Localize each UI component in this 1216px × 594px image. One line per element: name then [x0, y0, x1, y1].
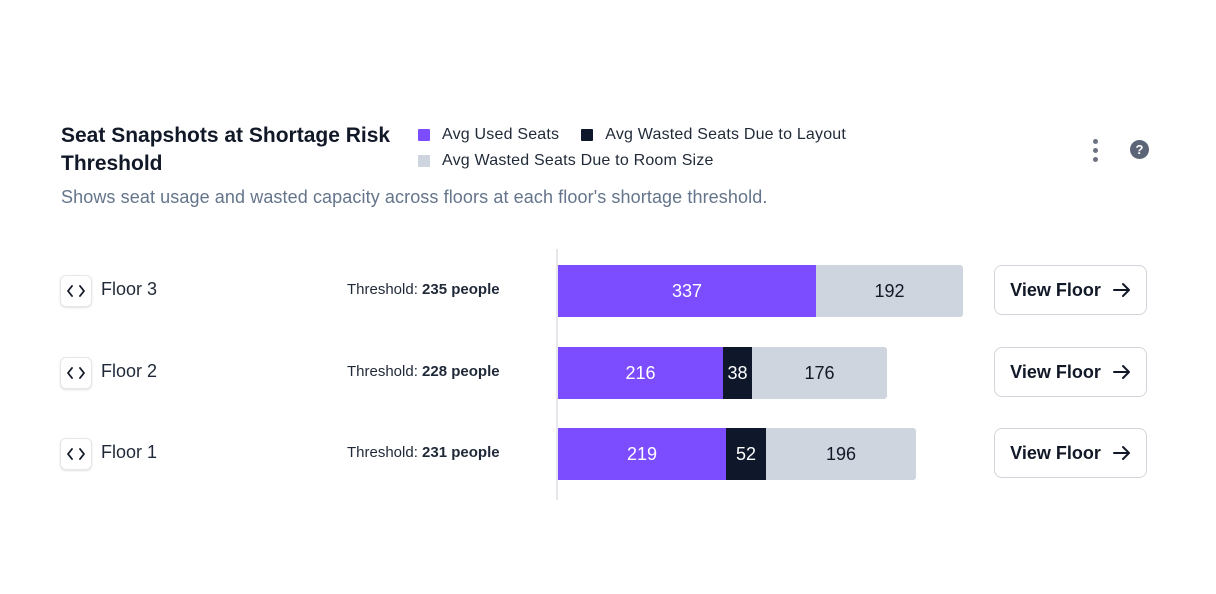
help-glyph: ?: [1135, 142, 1144, 157]
view-floor-label: View Floor: [1010, 279, 1101, 300]
legend-item-used: Avg Used Seats: [418, 126, 559, 144]
floor-row: Floor 1 Threshold: 231 people 219 52 196 View…: [0, 428, 1216, 480]
chart-title: Seat Snapshots at Shortage Risk Threshol…: [61, 124, 391, 175]
bar-value-label: 192: [874, 280, 905, 301]
view-floor-button[interactable]: View Floor: [994, 347, 1147, 397]
floor-name[interactable]: Floor 2: [101, 361, 158, 381]
threshold-label: Threshold:: [347, 281, 418, 298]
arrow-right-icon: [1112, 445, 1131, 461]
chart-legend: Avg Used Seats Avg Wasted Seats Due to L…: [418, 126, 888, 170]
stacked-bar: 337 192: [558, 265, 963, 317]
stacked-bar: 216 38 176: [558, 347, 887, 399]
floor-row: Floor 3 Threshold: 235 people 337 192 View F…: [0, 265, 1216, 317]
legend-label-layout: Avg Wasted Seats Due to Layout: [605, 126, 847, 143]
chart-subtitle: Shows seat usage and wasted capacity acr…: [61, 187, 768, 207]
bar-value-label: 219: [626, 443, 658, 464]
floor-expand-icon[interactable]: [60, 357, 92, 389]
legend-item-layout: Avg Wasted Seats Due to Layout: [581, 126, 846, 144]
view-floor-button[interactable]: View Floor: [994, 428, 1147, 478]
view-floor-label: View Floor: [1010, 442, 1101, 463]
threshold-text: Threshold: 231 people: [347, 444, 500, 461]
floor-name[interactable]: Floor 3: [101, 279, 158, 299]
bar-segment-used[interactable]: 337: [558, 265, 816, 317]
threshold-text: Threshold: 228 people: [347, 363, 500, 380]
bar-segment-layout[interactable]: 38: [723, 347, 752, 399]
floor-name[interactable]: Floor 1: [101, 442, 158, 462]
view-floor-label: View Floor: [1010, 361, 1101, 382]
threshold-value: 228 people: [422, 363, 500, 380]
threshold-label: Threshold:: [347, 363, 418, 380]
bar-segment-used[interactable]: 216: [558, 347, 723, 399]
legend-label-used: Avg Used Seats: [442, 126, 560, 143]
chart-axis-line: [556, 249, 558, 500]
threshold-label: Threshold:: [347, 444, 418, 461]
more-vertical-icon-dot: [1092, 156, 1098, 162]
bar-value-label: 38: [727, 362, 748, 383]
more-vertical-icon: [1092, 138, 1098, 144]
arrow-right-icon: [1112, 282, 1131, 298]
floor-expand-icon[interactable]: [60, 275, 92, 307]
view-floor-button[interactable]: View Floor: [994, 265, 1147, 315]
bar-value-label: 216: [625, 362, 656, 383]
help-icon[interactable]: ?: [1130, 140, 1149, 159]
legend-label-room: Avg Wasted Seats Due to Room Size: [442, 152, 714, 169]
more-vertical-icon-dot: [1092, 147, 1098, 153]
bar-value-label: 196: [825, 443, 857, 464]
bar-segment-used[interactable]: 219: [558, 428, 726, 480]
bar-segment-room[interactable]: 196: [766, 428, 916, 480]
threshold-value: 231 people: [422, 444, 500, 461]
floor-expand-icon[interactable]: [60, 438, 92, 470]
bar-value-label: 52: [735, 443, 757, 464]
bar-value-label: 176: [804, 362, 835, 383]
arrow-right-icon: [1112, 364, 1131, 380]
floor-row: Floor 2 Threshold: 228 people 216 38 176 View…: [0, 347, 1216, 399]
legend-swatch-used: [418, 129, 430, 141]
bar-value-label: 337: [671, 280, 703, 301]
bar-segment-room[interactable]: 176: [752, 347, 887, 399]
bar-segment-room[interactable]: 192: [816, 265, 963, 317]
legend-swatch-layout: [581, 129, 594, 141]
threshold-text: Threshold: 235 people: [347, 281, 500, 298]
threshold-value: 235 people: [422, 281, 500, 298]
stacked-bar: 219 52 196: [558, 428, 916, 480]
bar-segment-layout[interactable]: 52: [726, 428, 766, 480]
more-options-button[interactable]: [1084, 136, 1106, 164]
legend-item-room: Avg Wasted Seats Due to Room Size: [418, 152, 714, 170]
legend-swatch-room: [418, 155, 430, 167]
